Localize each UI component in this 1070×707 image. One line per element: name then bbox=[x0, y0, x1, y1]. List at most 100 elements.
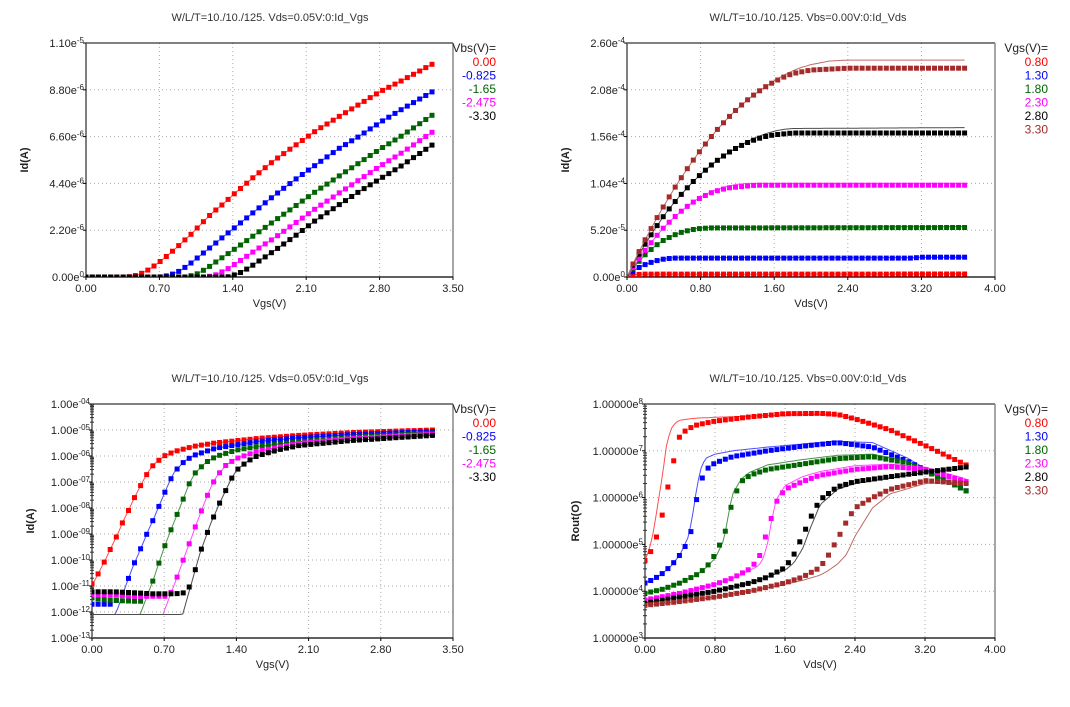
data-marker bbox=[865, 271, 871, 277]
data-marker bbox=[721, 186, 726, 192]
data-marker bbox=[935, 468, 940, 474]
data-marker bbox=[200, 219, 206, 225]
data-marker bbox=[338, 432, 344, 438]
y-tick-label: 1.00e-13 bbox=[51, 631, 91, 645]
data-marker bbox=[654, 258, 660, 264]
data-marker bbox=[268, 237, 274, 243]
data-marker bbox=[343, 110, 348, 116]
data-marker bbox=[253, 454, 259, 459]
data-marker bbox=[176, 274, 182, 277]
data-marker bbox=[932, 182, 937, 188]
data-marker bbox=[219, 269, 225, 275]
data-marker bbox=[238, 270, 243, 275]
data-marker bbox=[174, 574, 180, 580]
chart-title: W/L/T=10./10./125. Vds=0.05V:0:Id_Vgs bbox=[171, 373, 369, 385]
data-marker bbox=[913, 271, 919, 277]
data-marker bbox=[926, 65, 931, 71]
data-marker bbox=[200, 250, 206, 256]
data-marker bbox=[714, 157, 720, 163]
data-marker bbox=[107, 597, 113, 603]
data-marker bbox=[808, 569, 814, 575]
data-marker bbox=[156, 560, 162, 566]
x-tick-label: 3.50 bbox=[442, 644, 463, 656]
data-marker bbox=[95, 592, 101, 598]
data-marker bbox=[739, 142, 745, 148]
data-marker bbox=[883, 450, 889, 455]
data-marker bbox=[775, 225, 781, 231]
data-marker bbox=[235, 455, 241, 461]
data-marker bbox=[281, 185, 287, 191]
data-marker bbox=[919, 271, 925, 277]
data-marker bbox=[380, 162, 386, 168]
data-marker bbox=[194, 255, 200, 261]
data-marker bbox=[901, 271, 907, 277]
data-marker bbox=[682, 428, 688, 434]
legend-entry: -3.30 bbox=[469, 470, 497, 484]
data-marker bbox=[820, 561, 826, 566]
data-marker bbox=[762, 585, 768, 591]
data-marker bbox=[682, 598, 688, 604]
data-marker bbox=[963, 481, 969, 486]
data-marker bbox=[350, 432, 356, 438]
data-marker bbox=[854, 478, 860, 484]
data-marker bbox=[702, 255, 708, 261]
data-marker bbox=[219, 202, 225, 208]
data-marker bbox=[363, 437, 368, 443]
data-marker bbox=[768, 572, 774, 578]
data-marker bbox=[705, 583, 711, 589]
data-marker bbox=[781, 255, 787, 261]
data-marker bbox=[296, 443, 302, 449]
data-marker bbox=[250, 210, 256, 216]
data-marker bbox=[305, 133, 311, 139]
data-marker bbox=[343, 142, 348, 148]
data-marker bbox=[781, 131, 787, 137]
data-marker bbox=[211, 440, 217, 446]
data-marker bbox=[386, 158, 392, 164]
data-marker bbox=[775, 182, 781, 188]
data-marker bbox=[92, 595, 95, 601]
data-marker bbox=[769, 182, 775, 188]
data-marker bbox=[373, 166, 379, 171]
grid bbox=[92, 404, 453, 638]
data-marker bbox=[957, 480, 963, 486]
data-marker bbox=[734, 590, 740, 596]
data-marker bbox=[411, 155, 416, 161]
data-marker bbox=[126, 274, 132, 277]
data-marker bbox=[336, 190, 342, 196]
data-marker bbox=[799, 271, 805, 277]
data-marker bbox=[262, 200, 268, 206]
legend-entry: 3.30 bbox=[1025, 484, 1049, 498]
y-tick-label: 1.10e-5 bbox=[49, 36, 84, 50]
data-marker bbox=[318, 158, 324, 164]
data-marker bbox=[811, 271, 817, 277]
data-marker bbox=[386, 84, 392, 90]
data-marker bbox=[944, 254, 950, 260]
data-marker bbox=[696, 173, 702, 179]
data-marker bbox=[275, 245, 281, 251]
data-marker bbox=[277, 434, 283, 440]
data-marker bbox=[699, 568, 705, 574]
series-2.30 bbox=[627, 182, 968, 277]
data-marker bbox=[648, 226, 654, 232]
data-marker bbox=[688, 529, 694, 535]
data-marker bbox=[956, 182, 962, 188]
data-marker bbox=[823, 182, 829, 188]
data-marker bbox=[162, 543, 168, 549]
x-tick-label: 3.20 bbox=[911, 283, 932, 295]
data-marker bbox=[728, 584, 734, 590]
data-marker bbox=[889, 65, 895, 71]
data-marker bbox=[330, 194, 336, 200]
data-marker bbox=[373, 122, 379, 128]
data-marker bbox=[174, 511, 180, 517]
data-marker bbox=[375, 436, 381, 442]
data-marker bbox=[859, 65, 865, 71]
data-marker bbox=[636, 249, 642, 255]
data-marker bbox=[740, 415, 745, 421]
y-tick-label: 0.00e0 bbox=[593, 270, 626, 284]
data-marker bbox=[901, 225, 907, 231]
data-marker bbox=[318, 202, 324, 208]
data-marker bbox=[281, 151, 287, 157]
data-marker bbox=[660, 204, 666, 210]
data-marker bbox=[799, 225, 805, 231]
x-axis-label: Vds(V) bbox=[794, 298, 828, 310]
